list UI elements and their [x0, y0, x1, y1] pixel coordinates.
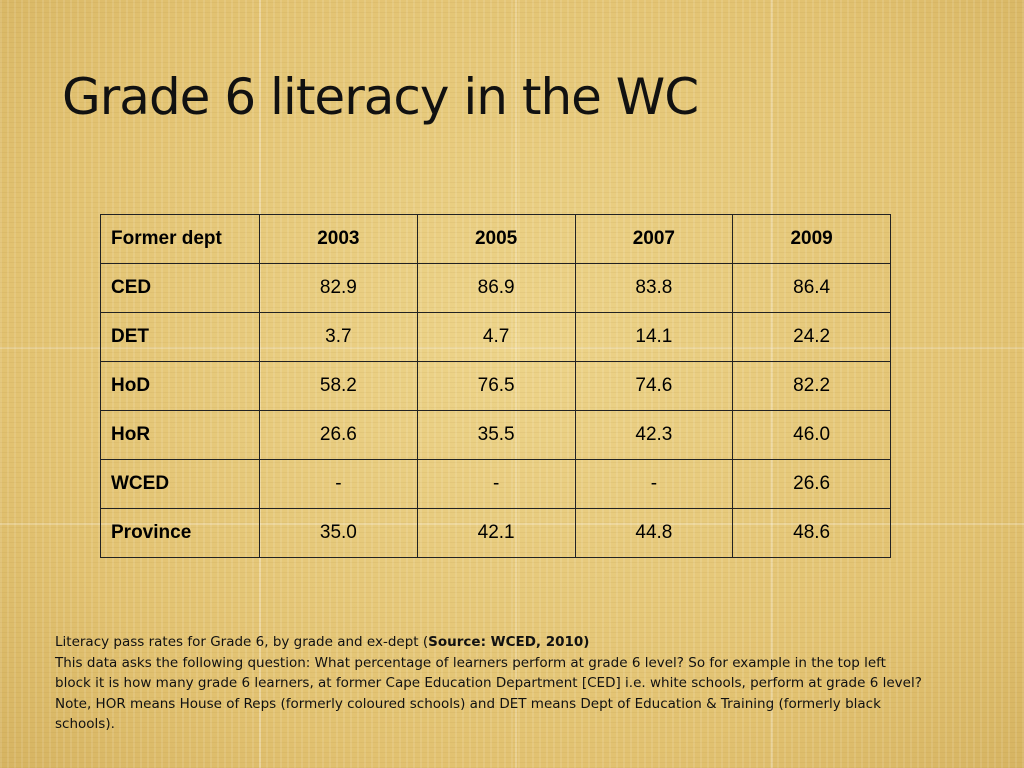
row-label-province: Province — [100, 508, 260, 558]
table-cell: 48.6 — [732, 508, 891, 558]
table-cell: 26.6 — [732, 459, 891, 509]
table-row-ced: CED 82.9 86.9 83.8 86.4 — [100, 263, 891, 313]
table-cell: - — [259, 459, 418, 509]
table-cell: 58.2 — [259, 361, 418, 411]
table-cell: 42.3 — [574, 410, 734, 460]
row-label-wced: WCED — [100, 459, 260, 509]
column-header-2003: 2003 — [259, 214, 418, 264]
column-header-2005: 2005 — [416, 214, 576, 264]
table-cell: 35.5 — [416, 410, 576, 460]
caption-line-1: Literacy pass rates for Grade 6, by grad… — [55, 632, 925, 653]
literacy-table: Former dept 2003 2005 2007 2009 CED 82.9… — [100, 214, 891, 558]
table-row-province: Province 35.0 42.1 44.8 48.6 — [100, 508, 891, 558]
caption: Literacy pass rates for Grade 6, by grad… — [55, 632, 925, 735]
table-cell: 4.7 — [416, 312, 576, 362]
table-header-row: Former dept 2003 2005 2007 2009 — [100, 214, 891, 264]
row-label-hor: HoR — [100, 410, 260, 460]
row-label-hod: HoD — [100, 361, 260, 411]
table-cell: 76.5 — [416, 361, 576, 411]
table-cell: 46.0 — [732, 410, 891, 460]
table-row-hor: HoR 26.6 35.5 42.3 46.0 — [100, 410, 891, 460]
table-cell: 86.9 — [416, 263, 576, 313]
slide-title: Grade 6 literacy in the WC — [62, 68, 699, 126]
table-cell: 42.1 — [416, 508, 576, 558]
table-cell: 3.7 — [259, 312, 418, 362]
table-cell: 35.0 — [259, 508, 418, 558]
column-header-2009: 2009 — [732, 214, 891, 264]
table-cell: 74.6 — [574, 361, 734, 411]
table-cell: 82.2 — [732, 361, 891, 411]
table-row-det: DET 3.7 4.7 14.1 24.2 — [100, 312, 891, 362]
caption-prefix: Literacy pass rates for Grade 6, by grad… — [55, 634, 429, 650]
row-label-ced: CED — [100, 263, 260, 313]
column-header-former-dept: Former dept — [100, 214, 260, 264]
table-cell: 83.8 — [574, 263, 734, 313]
table-cell: 26.6 — [259, 410, 418, 460]
column-header-2007: 2007 — [574, 214, 734, 264]
table-cell: - — [574, 459, 734, 509]
table-cell: 86.4 — [732, 263, 891, 313]
caption-body: This data asks the following question: W… — [55, 654, 922, 733]
table-cell: 44.8 — [574, 508, 734, 558]
table-cell: 14.1 — [574, 312, 734, 362]
table-row-hod: HoD 58.2 76.5 74.6 82.2 — [100, 361, 891, 411]
table-cell: - — [416, 459, 576, 509]
row-label-det: DET — [100, 312, 260, 362]
table-cell: 82.9 — [259, 263, 418, 313]
table-row-wced: WCED - - - 26.6 — [100, 459, 891, 509]
table-cell: 24.2 — [732, 312, 891, 362]
caption-source: Source: WCED, 2010) — [428, 634, 590, 650]
